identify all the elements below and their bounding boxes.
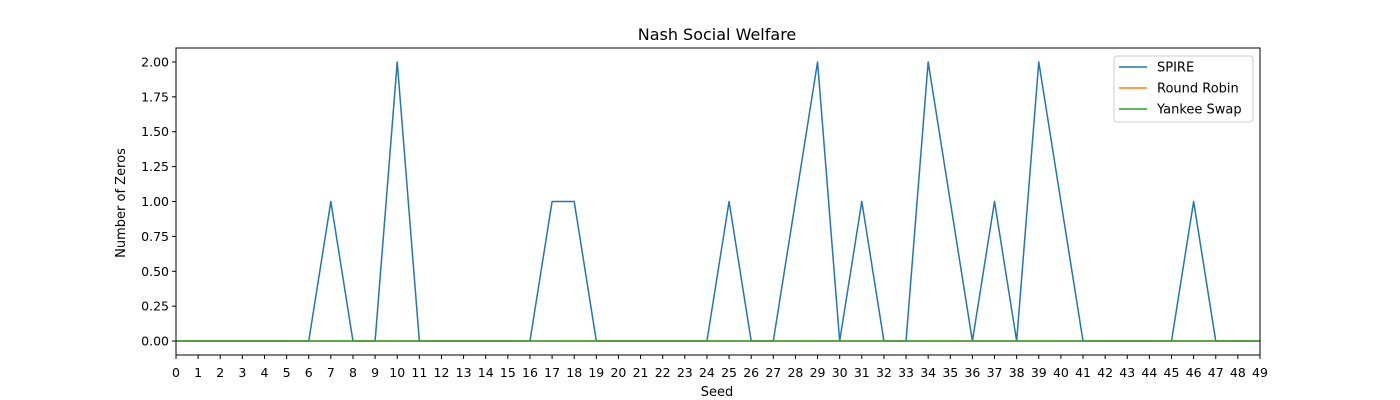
x-tick-label: 42 xyxy=(1097,365,1113,380)
y-tick-label: 1.75 xyxy=(141,89,169,104)
x-tick-label: 31 xyxy=(854,365,870,380)
x-tick-label: 39 xyxy=(1031,365,1047,380)
x-tick-label: 38 xyxy=(1009,365,1025,380)
x-axis-ticks: 0 1 2 3 4 5 6 7 8 9 10 11 12 13 14 15 16 17 18 19 20 21 22 23 24… xyxy=(172,355,1268,380)
x-tick-label: 49 xyxy=(1252,365,1268,380)
x-tick-label: 37 xyxy=(987,365,1003,380)
x-tick-label: 30 xyxy=(832,365,848,380)
x-axis-label: Seed xyxy=(701,385,734,400)
legend-label: Yankee Swap xyxy=(1156,103,1242,118)
x-tick-label: 27 xyxy=(765,365,781,380)
x-tick-label: 7 xyxy=(327,365,335,380)
x-tick-label: 20 xyxy=(610,365,626,380)
plot-lines xyxy=(176,61,1260,342)
x-tick-label: 43 xyxy=(1119,365,1135,380)
x-tick-label: 48 xyxy=(1230,365,1246,380)
x-tick-label: 46 xyxy=(1186,365,1202,380)
plot-frame xyxy=(175,47,1261,356)
x-tick-label: 36 xyxy=(964,365,980,380)
x-tick-label: 45 xyxy=(1164,365,1180,380)
x-tick-label: 17 xyxy=(544,365,560,380)
x-tick-label: 3 xyxy=(238,365,246,380)
legend-label: Round Robin xyxy=(1157,82,1239,97)
x-tick-label: 25 xyxy=(721,365,737,380)
x-tick-label: 32 xyxy=(876,365,892,380)
legend: SPIRE Round Robin Yankee Swap xyxy=(1113,55,1254,123)
x-tick-label: 34 xyxy=(920,365,936,380)
x-tick-label: 0 xyxy=(172,365,180,380)
x-tick-label: 23 xyxy=(677,365,693,380)
x-tick-label: 2 xyxy=(216,365,224,380)
x-tick-label: 15 xyxy=(500,365,516,380)
x-tick-label: 19 xyxy=(588,365,604,380)
y-tick-label: 0.00 xyxy=(141,334,169,349)
x-tick-label: 28 xyxy=(787,365,803,380)
legend-label: SPIRE xyxy=(1157,61,1194,76)
legend-box xyxy=(1113,55,1254,123)
x-tick-label: 10 xyxy=(389,365,405,380)
y-tick-label: 1.50 xyxy=(141,124,169,139)
x-tick-label: 41 xyxy=(1075,365,1091,380)
y-axis-label: Number of Zeros xyxy=(114,148,129,258)
y-tick-label: 2.00 xyxy=(141,54,169,69)
series-line-spire xyxy=(176,61,1260,342)
y-tick-label: 0.75 xyxy=(141,229,169,244)
x-tick-label: 4 xyxy=(261,365,269,380)
x-tick-label: 5 xyxy=(283,365,291,380)
x-tick-label: 18 xyxy=(566,365,582,380)
x-tick-label: 1 xyxy=(194,365,202,380)
x-tick-label: 12 xyxy=(434,365,450,380)
y-tick-label: 0.25 xyxy=(141,299,169,314)
chart-title: Nash Social Welfare xyxy=(638,25,797,44)
x-tick-label: 40 xyxy=(1053,365,1069,380)
x-tick-label: 6 xyxy=(305,365,313,380)
x-tick-label: 13 xyxy=(456,365,472,380)
x-tick-label: 14 xyxy=(478,365,494,380)
y-tick-label: 1.00 xyxy=(141,194,169,209)
x-tick-label: 16 xyxy=(522,365,538,380)
y-tick-label: 0.50 xyxy=(141,264,169,279)
x-tick-label: 47 xyxy=(1208,365,1224,380)
x-tick-label: 33 xyxy=(898,365,914,380)
x-tick-label: 21 xyxy=(633,365,649,380)
x-tick-label: 24 xyxy=(699,365,715,380)
x-tick-label: 22 xyxy=(655,365,671,380)
x-tick-label: 35 xyxy=(942,365,958,380)
x-tick-label: 26 xyxy=(743,365,759,380)
x-tick-label: 44 xyxy=(1141,365,1157,380)
x-tick-label: 29 xyxy=(810,365,826,380)
y-tick-label: 1.25 xyxy=(141,159,169,174)
x-tick-label: 11 xyxy=(411,365,427,380)
x-tick-label: 9 xyxy=(371,365,379,380)
x-tick-label: 8 xyxy=(349,365,357,380)
y-axis-ticks: 0.00 0.25 0.50 0.75 1.00 1.25 1.50 1.75 2.00 xyxy=(141,54,176,349)
